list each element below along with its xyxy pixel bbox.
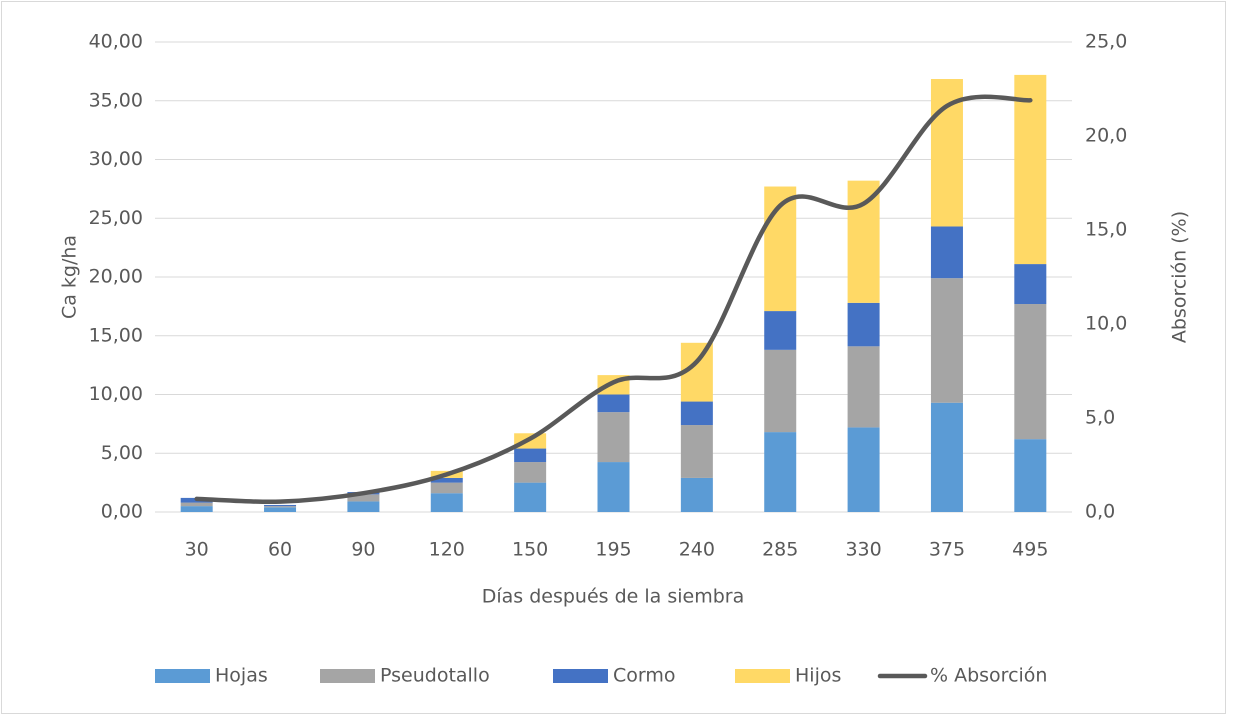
x-tick-label: 495 [1012, 539, 1048, 561]
legend-label: Cormo [613, 665, 676, 687]
bar-segment [847, 180, 880, 303]
legend-swatch [735, 669, 790, 683]
bar-segment [597, 462, 630, 512]
bar-segment [597, 394, 630, 413]
bar-segment [764, 432, 797, 512]
bar-segment [514, 448, 547, 463]
x-tick-label: 285 [762, 539, 798, 561]
y-axis-title: Ca kg/ha [59, 235, 81, 319]
x-tick-label: 330 [845, 539, 881, 561]
legend-swatch [155, 669, 210, 683]
bar-segment [847, 302, 880, 347]
y-tick-label: 25,00 [89, 207, 143, 229]
y-tick-label: 20,00 [89, 266, 143, 288]
bar-segment [847, 346, 880, 428]
line-series [194, 94, 1033, 505]
y2-tick-label: 0,0 [1085, 501, 1115, 523]
bar-segment [430, 493, 463, 512]
x-tick-label: 30 [185, 539, 209, 561]
legend-label: Hijos [795, 665, 841, 687]
y-tick-label: 35,00 [89, 89, 143, 111]
bar-segment [1014, 74, 1047, 265]
bar-segment [680, 401, 713, 426]
y-tick-label: 10,00 [89, 383, 143, 405]
x-tick-label: 195 [595, 539, 631, 561]
bar-segment [347, 494, 380, 502]
bar-segment [680, 477, 713, 512]
bar-segment [1014, 304, 1047, 440]
x-tick-label: 240 [679, 539, 715, 561]
bar-segment [264, 504, 297, 507]
bar-segment [180, 506, 213, 512]
legend-swatch [320, 669, 375, 683]
bar-segment [847, 427, 880, 512]
y2-axis-title: Absorción (%) [1169, 211, 1191, 343]
legend-label: % Absorción [930, 665, 1047, 687]
bar-segment [930, 402, 963, 512]
x-tick-label: 120 [429, 539, 465, 561]
bar-segment [1014, 439, 1047, 512]
bar-segment [764, 311, 797, 350]
legend-swatch [553, 669, 608, 683]
y2-tick-label: 15,0 [1085, 219, 1127, 241]
bar-segment [430, 477, 463, 483]
bar-segment [930, 278, 963, 403]
bar-segment [264, 506, 297, 508]
y2-tick-label: 10,0 [1085, 313, 1127, 335]
bar-segment [264, 507, 297, 512]
x-tick-label: 150 [512, 539, 548, 561]
bar-segment [1014, 264, 1047, 305]
bar-segment [764, 349, 797, 433]
y-tick-label: 30,00 [89, 148, 143, 170]
bar-segment [347, 501, 380, 512]
bar-segment [514, 462, 547, 483]
y-tick-label: 40,00 [89, 31, 143, 53]
legend-label: Pseudotallo [380, 665, 490, 687]
x-tick-label: 375 [929, 539, 965, 561]
bar-segment [930, 226, 963, 279]
bar-segment [514, 482, 547, 512]
x-tick-label: 60 [268, 539, 292, 561]
y2-tick-label: 20,0 [1085, 125, 1127, 147]
bar-segment [680, 425, 713, 478]
y-tick-label: 0,00 [101, 501, 143, 523]
bar-segment [597, 412, 630, 463]
y2-tick-label: 5,0 [1085, 407, 1115, 429]
y2-tick-label: 25,0 [1085, 31, 1127, 53]
legend-label: Hojas [215, 665, 268, 687]
x-axis-title: Días después de la siembra [482, 586, 745, 608]
y-tick-label: 5,00 [101, 442, 143, 464]
y-tick-label: 15,00 [89, 324, 143, 346]
bar-segment [180, 502, 213, 507]
x-tick-label: 90 [351, 539, 375, 561]
bar-segment [430, 482, 463, 494]
